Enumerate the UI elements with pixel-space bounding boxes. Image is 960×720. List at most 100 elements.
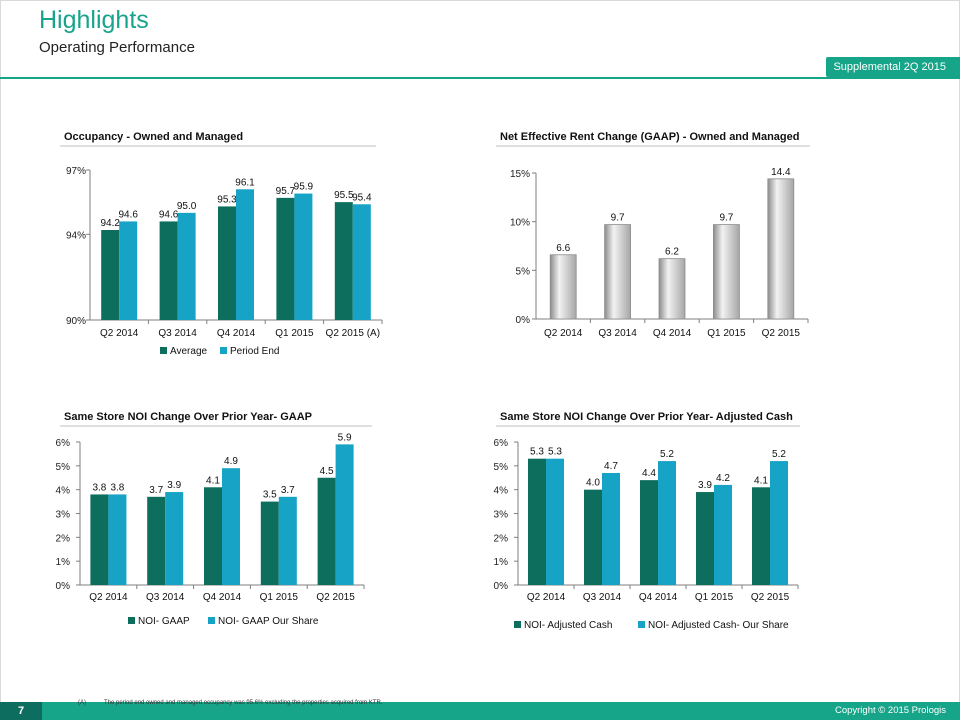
bar-noi-gaap: [260, 501, 279, 585]
x-category-label: Q2 2015: [762, 328, 801, 339]
data-label: 95.4: [352, 192, 372, 203]
chart-title: Same Store NOI Change Over Prior Year- A…: [500, 411, 793, 423]
legend-swatch: [220, 347, 227, 354]
data-label: 4.0: [586, 478, 600, 489]
data-label: 6.6: [556, 243, 570, 254]
y-tick-label: 5%: [516, 266, 531, 277]
legend-label: Period End: [230, 346, 279, 357]
bar-period-end: [294, 193, 313, 320]
bar-noi-gaap: [147, 496, 166, 585]
bar-period-end: [119, 221, 138, 320]
bar-noi-gaap-our-share: [222, 468, 240, 585]
data-label: 9.7: [611, 213, 625, 224]
footer-bar: [0, 702, 960, 720]
bar-noi-gaap: [90, 494, 109, 585]
x-category-label: Q2 2015: [316, 592, 355, 603]
y-tick-label: 0%: [516, 315, 531, 326]
bar-noi-adjusted-cash-our-share: [658, 461, 676, 585]
data-label: 94.6: [159, 209, 179, 220]
x-category-label: Q3 2014: [158, 328, 197, 339]
bar-value: [767, 178, 795, 320]
bar-value: [604, 224, 631, 320]
data-label: 4.7: [604, 461, 618, 472]
x-category-label: Q1 2015: [707, 328, 746, 339]
bar-noi-gaap: [204, 487, 222, 585]
data-label: 95.9: [294, 182, 314, 193]
bar-period-end: [177, 212, 196, 320]
page-subtitle: Operating Performance: [39, 39, 195, 56]
y-tick-label: 1%: [56, 557, 71, 568]
net-effective-rent-chart-svg: Net Effective Rent Change (GAAP) - Owned…: [496, 131, 810, 339]
y-tick-label: 2%: [56, 533, 71, 544]
y-tick-label: 0%: [494, 581, 509, 592]
data-label: 4.2: [716, 473, 730, 484]
bar-average: [101, 230, 120, 320]
bar-value: [549, 254, 577, 320]
data-label: 95.7: [276, 186, 296, 197]
data-label: 5.3: [530, 447, 544, 458]
bar-noi-adjusted-cash: [696, 492, 714, 585]
chart-occupancy: Occupancy - Owned and Managed 90% 94% 97% Q2…: [60, 126, 383, 366]
bar-average: [218, 206, 236, 320]
y-tick-label: 97%: [66, 166, 86, 177]
y-tick-label: 94%: [66, 230, 86, 241]
chart-noi-gaap: Same Store NOI Change Over Prior Year- G…: [56, 406, 380, 638]
y-tick-label: 5%: [494, 462, 509, 473]
legend-swatch: [638, 621, 645, 628]
data-label: 6.2: [665, 247, 679, 258]
legend-swatch: [208, 617, 215, 624]
data-label: 5.9: [338, 432, 352, 443]
x-category-label: Q2 2014: [527, 592, 566, 603]
data-label: 3.7: [281, 485, 295, 496]
x-category-label: Q3 2014: [146, 592, 185, 603]
page-title: Highlights: [39, 6, 149, 34]
y-tick-label: 90%: [66, 316, 86, 327]
bar-noi-adjusted-cash: [584, 489, 602, 585]
bar-noi-gaap: [317, 477, 336, 585]
y-tick-label: 3%: [494, 510, 509, 521]
data-label: 14.4: [771, 167, 791, 178]
bar-noi-adjusted-cash: [752, 487, 770, 585]
y-tick-label: 6%: [494, 438, 509, 449]
bar-noi-adjusted-cash-our-share: [770, 461, 788, 585]
bar-average: [276, 197, 295, 320]
legend-swatch: [514, 621, 521, 628]
chart-title: Occupancy - Owned and Managed: [64, 131, 243, 143]
header-divider: [0, 77, 960, 79]
data-label: 4.5: [320, 466, 334, 477]
y-tick-label: 4%: [56, 486, 71, 497]
x-category-label: Q2 2015: [751, 592, 790, 603]
bar-period-end: [352, 204, 371, 320]
bar-noi-adjusted-cash-our-share: [602, 472, 620, 585]
data-label: 5.3: [548, 447, 562, 458]
bar-noi-gaap-our-share: [335, 444, 354, 585]
bar-noi-adjusted-cash: [640, 480, 658, 585]
bar-noi-gaap-our-share: [278, 496, 297, 585]
x-category-label: Q3 2014: [583, 592, 622, 603]
page-number: 7: [0, 702, 42, 720]
bar-noi-adjusted-cash-our-share: [546, 458, 564, 585]
x-category-label: Q4 2014: [217, 328, 256, 339]
x-category-label: Q1 2015: [275, 328, 314, 339]
x-category-label: Q4 2014: [639, 592, 678, 603]
data-label: 4.4: [642, 468, 656, 479]
legend-label: NOI- Adjusted Cash: [524, 620, 612, 631]
data-label: 5.2: [772, 449, 786, 460]
data-label: 94.6: [118, 209, 138, 220]
data-label: 96.1: [235, 177, 255, 188]
data-label: 3.9: [167, 480, 181, 491]
footnote-text: The period end owned and managed occupan…: [104, 700, 383, 706]
bar-noi-gaap-our-share: [108, 494, 127, 585]
x-category-label: Q2 2014: [100, 328, 139, 339]
y-tick-label: 1%: [494, 557, 509, 568]
legend-swatch: [128, 617, 135, 624]
noi-gaap-chart-svg: Same Store NOI Change Over Prior Year- G…: [56, 411, 372, 627]
data-label: 3.5: [263, 490, 277, 501]
data-label: 4.9: [224, 456, 238, 467]
legend-label: NOI- GAAP Our Share: [218, 616, 319, 627]
data-label: 95.0: [177, 201, 197, 212]
bar-average: [334, 202, 353, 320]
data-label: 5.2: [660, 449, 674, 460]
bar-value: [658, 258, 686, 320]
x-category-label: Q2 2014: [89, 592, 128, 603]
